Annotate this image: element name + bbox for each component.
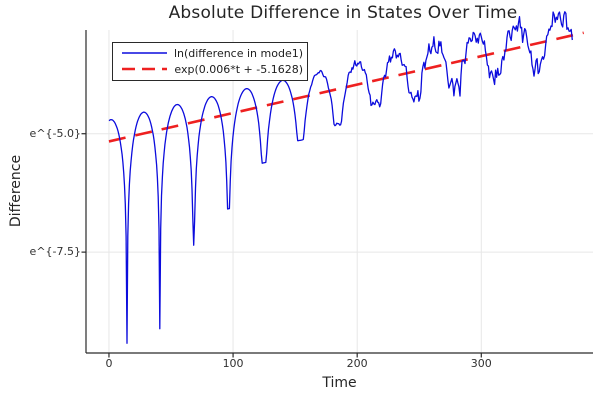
legend-entry-label: ln(difference in mode1): [173, 46, 303, 60]
legend-line-sample: [122, 67, 168, 71]
legend-line-sample: [122, 52, 167, 54]
y-tick-label: e^{-5.0}: [29, 126, 81, 140]
x-tick-label: 300: [470, 357, 492, 370]
legend-entry: ln(difference in mode1): [120, 45, 303, 61]
legend-entry: exp(0.006*t + -5.1628): [120, 61, 303, 77]
x-axis-label: Time: [322, 375, 357, 391]
legend: ln(difference in mode1) exp(0.006*t + -5.…: [112, 42, 308, 81]
legend-entry-label: exp(0.006*t + -5.1628): [174, 62, 303, 76]
x-tick-label: 200: [346, 357, 368, 370]
chart-title: Absolute Difference in States Over Time: [168, 3, 518, 23]
x-tick-label: 0: [105, 357, 113, 370]
data-line: [108, 11, 573, 344]
y-tick-label: e^{-7.5}: [29, 245, 81, 259]
x-tick-label: 100: [222, 357, 244, 370]
